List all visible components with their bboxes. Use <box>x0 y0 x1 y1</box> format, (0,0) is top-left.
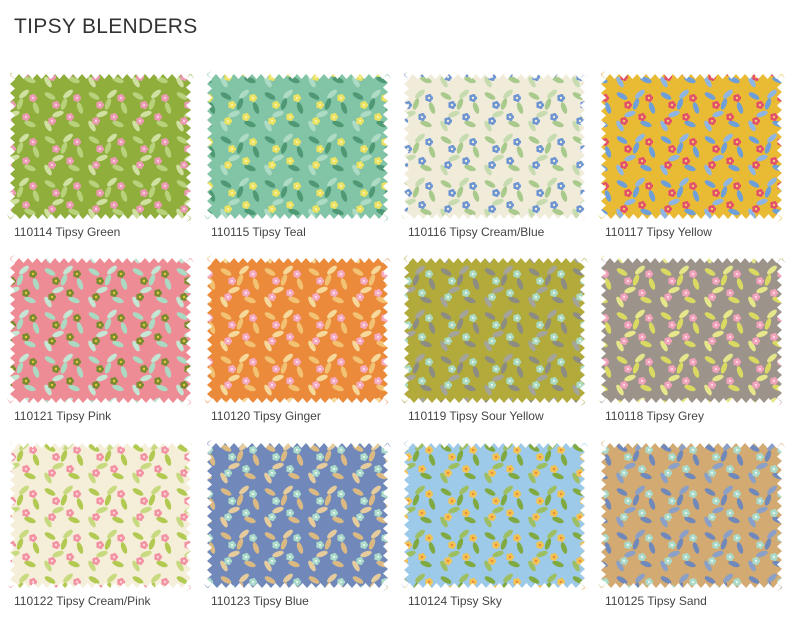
product-card: 110116 Tipsy Cream/Blue <box>400 70 589 239</box>
product-label[interactable]: 110115 Tipsy Teal <box>211 225 306 239</box>
fabric-swatch[interactable] <box>203 439 392 592</box>
fabric-swatch[interactable] <box>203 254 392 407</box>
fabric-swatch[interactable] <box>400 254 589 407</box>
product-card: 110117 Tipsy Yellow <box>597 70 786 239</box>
fabric-swatch[interactable] <box>6 254 195 407</box>
product-label[interactable]: 110114 Tipsy Green <box>14 225 120 239</box>
fabric-swatch[interactable] <box>597 254 786 407</box>
product-label[interactable]: 110120 Tipsy Ginger <box>211 409 321 423</box>
product-card: 110123 Tipsy Blue <box>203 439 392 608</box>
product-label[interactable]: 110116 Tipsy Cream/Blue <box>408 225 545 239</box>
product-card: 110121 Tipsy Pink <box>6 254 195 423</box>
product-card: 110125 Tipsy Sand <box>597 439 786 608</box>
fabric-swatch[interactable] <box>6 439 195 592</box>
page-title: TIPSY BLENDERS <box>14 15 198 38</box>
product-card: 110114 Tipsy Green <box>6 70 195 239</box>
product-label[interactable]: 110117 Tipsy Yellow <box>605 225 712 239</box>
product-card: 110122 Tipsy Cream/Pink <box>6 439 195 608</box>
product-label[interactable]: 110124 Tipsy Sky <box>408 594 502 608</box>
product-label[interactable]: 110118 Tipsy Grey <box>605 409 704 423</box>
product-card: 110119 Tipsy Sour Yellow <box>400 254 589 423</box>
product-card: 110115 Tipsy Teal <box>203 70 392 239</box>
fabric-swatch[interactable] <box>400 439 589 592</box>
fabric-swatch[interactable] <box>597 439 786 592</box>
product-label[interactable]: 110125 Tipsy Sand <box>605 594 707 608</box>
product-card: 110118 Tipsy Grey <box>597 254 786 423</box>
product-label[interactable]: 110123 Tipsy Blue <box>211 594 309 608</box>
fabric-swatch[interactable] <box>6 70 195 223</box>
fabric-swatch[interactable] <box>400 70 589 223</box>
product-label[interactable]: 110122 Tipsy Cream/Pink <box>14 594 152 608</box>
fabric-swatch[interactable] <box>597 70 786 223</box>
product-card: 110120 Tipsy Ginger <box>203 254 392 423</box>
product-label[interactable]: 110121 Tipsy Pink <box>14 409 112 423</box>
fabric-swatch[interactable] <box>203 70 392 223</box>
product-card: 110124 Tipsy Sky <box>400 439 589 608</box>
product-label[interactable]: 110119 Tipsy Sour Yellow <box>408 409 544 423</box>
